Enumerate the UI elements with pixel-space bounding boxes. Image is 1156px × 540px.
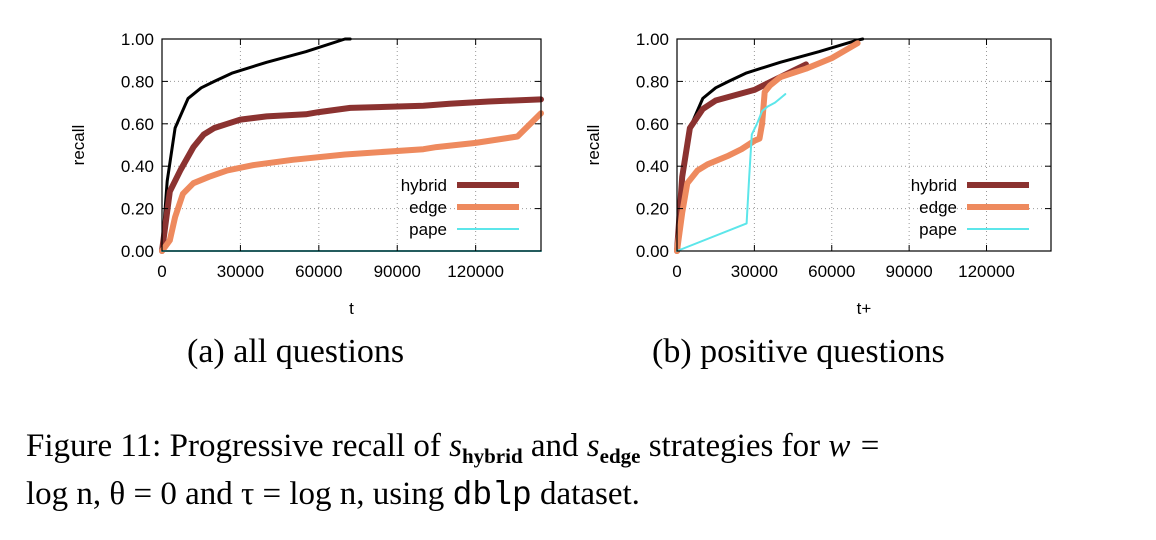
y-axis-label: recall [584,125,603,166]
caption-suffix: dataset. [540,476,640,512]
y-tick-label: 0.20 [121,200,154,219]
y-tick-label: 0.40 [121,157,154,176]
series-line-edge [674,40,861,254]
caption-and: and [530,428,579,464]
series-line-pape [676,93,787,252]
caption-s-hybrid: shybrid [449,428,523,468]
caption-w-eq: w = [828,428,881,464]
legend-label-edge: edge [409,198,447,217]
x-axis-label: t [349,299,354,318]
y-tick-label: 0.80 [636,72,669,91]
y-tick-label: 0.40 [636,157,669,176]
plot-frame [161,38,542,252]
series-line-all [160,37,352,253]
y-tick-label: 1.00 [121,30,154,49]
caption-prefix: Figure 11: Progressive recall of [26,428,441,464]
x-tick-label: 0 [672,262,681,281]
caption-sub-edge: edge [599,444,641,468]
x-tick-label: 120000 [958,262,1015,281]
y-tick-label: 0.00 [636,242,669,261]
x-tick-label: 30000 [217,262,264,281]
plot-frame [676,38,1052,252]
y-tick-label: 0.00 [121,242,154,261]
caption-mid: strategies for [648,428,821,464]
x-tick-label: 60000 [808,262,855,281]
figure-charts: 0.00 0.20 0.40 0.60 0.80 1.00 0 30000 60000 90000… [69,30,1052,318]
legend-label-edge: edge [919,198,957,217]
caption-sub-hybrid: hybrid [461,444,523,468]
caption-s-symbol: s [586,428,600,464]
x-tick-label: 30000 [731,262,778,281]
legend-label-hybrid: hybrid [911,176,957,195]
series-line-all [675,37,865,253]
x-tick-label: 0 [157,262,166,281]
caption-s-edge: sedge [586,428,641,468]
y-tick-label: 0.80 [121,72,154,91]
y-tick-label: 0.60 [636,115,669,134]
x-tick-label: 90000 [374,262,421,281]
chart-all-questions: 0.00 0.20 0.40 0.60 0.80 1.00 0 30000 60000 90000… [69,30,544,318]
subcaption-positive-questions: (b) positive questions [652,333,945,370]
y-tick-label: 0.60 [121,115,154,134]
y-axis-label: recall [69,125,88,166]
caption-s-symbol: s [449,428,462,464]
y-tick-label: 1.00 [636,30,669,49]
series-line-edge [159,110,544,254]
series-line-hybrid [674,61,809,254]
chart-positive-questions: 0.00 0.20 0.40 0.60 0.80 1.00 0 30000 60000 90000… [584,30,1052,318]
caption-dataset: dblp [452,477,532,514]
x-axis-label: t+ [857,299,872,318]
x-tick-label: 120000 [447,262,504,281]
x-tick-label: 90000 [885,262,932,281]
legend-label-pape: pape [919,220,957,239]
y-tick-label: 0.20 [636,200,669,219]
legend-label-pape: pape [409,220,447,239]
x-tick-label: 60000 [295,262,342,281]
legend-label-hybrid: hybrid [401,176,447,195]
figure-caption: Figure 11: Progressive recall of shybrid… [26,424,1146,518]
caption-line2: log n, θ = 0 and τ = log n, using [26,476,445,512]
series-line-hybrid [159,96,544,254]
subcaption-all-questions: (a) all questions [187,333,405,370]
